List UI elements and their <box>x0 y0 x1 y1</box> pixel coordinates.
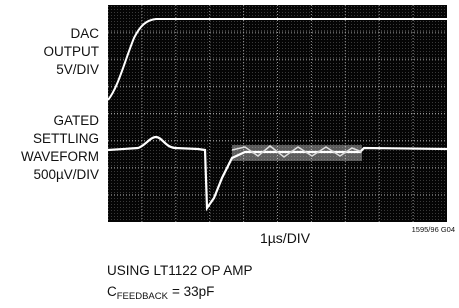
figure-id: 1595/96 G04 <box>412 225 455 234</box>
dac-label-line: 5V/DIV <box>56 62 99 77</box>
dac-label-line: DAC <box>70 26 99 41</box>
gated-label-line: GATED <box>53 113 99 128</box>
caption-line1: USING LT1122 OP AMP <box>107 263 253 278</box>
figure: DAC OUTPUT 5V/DIV GATED SETTLING WAVEFOR… <box>0 0 459 308</box>
caption-symbol: C <box>107 284 117 299</box>
caption-value: = 33pF <box>172 284 214 299</box>
caption-line2: CFEEDBACK= 33pF <box>107 284 214 302</box>
x-axis-label: 1µs/DIV <box>260 230 311 246</box>
dac-label: DAC OUTPUT 5V/DIV <box>44 26 100 77</box>
dac-label-line: OUTPUT <box>44 44 100 59</box>
gated-label-line: WAVEFORM <box>21 149 99 164</box>
gated-label-line: SETTLING <box>33 131 99 146</box>
caption-subscript: FEEDBACK <box>117 291 169 302</box>
gated-label: GATED SETTLING WAVEFORM 500µV/DIV <box>21 113 99 182</box>
gated-label-line: 500µV/DIV <box>33 167 99 182</box>
